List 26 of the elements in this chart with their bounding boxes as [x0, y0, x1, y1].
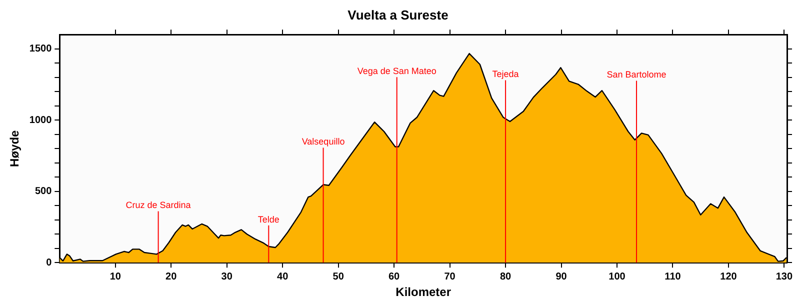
ref-line-label: Tejeda — [492, 69, 519, 80]
x-tick-label: 80 — [500, 271, 512, 282]
x-tick-label: 50 — [332, 271, 344, 282]
ref-line-label: Telde — [258, 214, 280, 224]
x-tick-label: 100 — [608, 271, 626, 282]
y-axis-title: Høyde — [8, 130, 22, 167]
x-tick-label: 120 — [720, 271, 738, 282]
x-tick-label: 60 — [388, 271, 400, 282]
x-tick-label: 70 — [444, 271, 456, 282]
x-tick-label: 40 — [277, 271, 289, 282]
y-tick-label: 1500 — [29, 44, 52, 55]
y-tick-label: 0 — [46, 257, 52, 268]
x-axis-title: Kilometer — [396, 285, 452, 300]
ref-line-label: Vega de San Mateo — [357, 66, 436, 76]
x-tick-label: 10 — [110, 271, 122, 282]
x-tick-label: 90 — [556, 271, 568, 282]
y-tick-label: 1000 — [29, 114, 52, 126]
x-tick-label: 110 — [664, 271, 682, 282]
ref-line-label: San Bartolome — [606, 70, 666, 80]
y-tick-label: 500 — [34, 186, 52, 198]
chart-title: Vuelta a Sureste — [348, 7, 448, 22]
ref-line-label: Valsequillo — [302, 136, 345, 147]
ref-line-label: Cruz de Sardina — [126, 200, 191, 210]
x-tick-label: 30 — [221, 271, 233, 282]
x-tick-label: 20 — [166, 271, 178, 282]
x-tick-label: 130 — [776, 271, 793, 282]
